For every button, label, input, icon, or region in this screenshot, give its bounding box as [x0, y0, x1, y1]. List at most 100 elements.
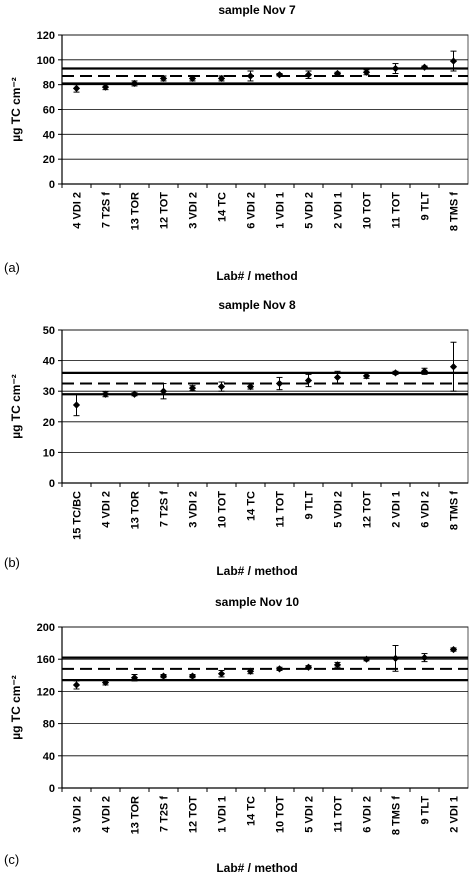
data-point — [391, 654, 400, 662]
x-tick-label: 9 TLT — [420, 796, 432, 825]
data-point — [130, 674, 139, 682]
data-point — [217, 74, 226, 83]
y-axis-label: µg TC cm⁻² — [9, 675, 23, 740]
x-tick-label: 6 VDI 2 — [246, 192, 258, 229]
x-tick-label: 3 VDI 2 — [188, 491, 200, 528]
x-axis-label: Lab# / method — [216, 564, 297, 578]
plot-area — [61, 626, 469, 789]
y-tick-label: 120 — [37, 686, 55, 698]
data-point — [246, 72, 255, 80]
x-tick-label: 10 TOT — [362, 192, 374, 229]
x-tick-label: 11 TOT — [391, 192, 403, 229]
x-tick-label: 10 TOT — [275, 796, 287, 833]
data-point — [391, 64, 400, 73]
y-tick-label: 160 — [37, 654, 55, 666]
chart-title: sample Nov 10 — [215, 595, 299, 609]
y-tick-label: 0 — [49, 783, 55, 795]
y-tick-label: 0 — [49, 478, 55, 490]
data-point — [420, 653, 429, 662]
plot-area — [61, 329, 469, 484]
x-tick-label: 2 VDI 1 — [391, 491, 403, 528]
x-tick-label: 8 TMS f — [391, 796, 403, 835]
data-point — [449, 645, 458, 654]
data-point — [72, 401, 81, 409]
x-tick-label: 7 T2S f — [101, 192, 113, 228]
data-point — [188, 672, 197, 680]
x-axis-label: Lab# / method — [216, 861, 297, 875]
data-point — [333, 69, 342, 78]
y-tick-label: 120 — [37, 30, 55, 42]
data-point — [304, 376, 313, 385]
data-point — [275, 71, 284, 79]
data-point — [72, 681, 81, 689]
y-tick-label: 80 — [43, 80, 55, 92]
chart-panel-2: sample Nov 8 0 10 20 30 40 50 15 TC/BC 4 VDI 2 13… — [4, 298, 469, 578]
data-point — [217, 670, 226, 678]
data-point — [130, 390, 139, 398]
y-tick-label: 20 — [43, 417, 55, 429]
x-tick-label: 1 VDI 1 — [217, 796, 229, 833]
data-point — [159, 74, 168, 83]
y-tick-label: 200 — [37, 622, 55, 634]
data-point — [246, 383, 255, 391]
data-point — [159, 387, 168, 395]
chart-title: sample Nov 7 — [218, 3, 296, 17]
data-point — [101, 678, 110, 687]
y-tick-label: 40 — [43, 751, 55, 763]
data-point — [420, 63, 429, 71]
chart-panel-3: sample Nov 10 0 40 80 120 160 200 3 VDI 2 4 VDI … — [4, 595, 469, 875]
x-tick-label: 9 TLT — [304, 491, 316, 520]
x-tick-label: 11 TOT — [333, 796, 345, 833]
y-tick-label: 40 — [43, 129, 55, 141]
x-tick-label: 14 TC — [217, 192, 229, 222]
x-tick-label: 12 TOT — [362, 491, 374, 528]
x-tick-label: 11 TOT — [275, 491, 287, 528]
x-tick-label: 13 TOR — [130, 192, 142, 230]
x-tick-label: 7 T2S f — [159, 491, 171, 527]
y-tick-label: 50 — [43, 325, 55, 337]
y-tick-label: 10 — [43, 447, 55, 459]
x-tick-label: 13 TOR — [130, 796, 142, 834]
data-point — [101, 390, 110, 398]
x-tick-label: 12 TOT — [188, 796, 200, 833]
data-point — [304, 71, 313, 79]
chart-title: sample Nov 8 — [218, 298, 296, 312]
x-tick-label: 6 VDI 2 — [362, 796, 374, 833]
chart-panel-1: sample Nov 7 0 20 40 60 80 100 120 4 VDI 2 7 T2S … — [4, 3, 469, 283]
y-tick-label: 100 — [37, 55, 55, 67]
data-point — [188, 74, 197, 83]
x-tick-label: 13 TOR — [130, 491, 142, 529]
x-tick-label: 3 VDI 2 — [72, 796, 84, 833]
x-tick-label: 4 VDI 2 — [72, 192, 84, 229]
y-axis-label: µg TC cm⁻² — [9, 374, 23, 439]
x-tick-label: 15 TC/BC — [72, 491, 84, 540]
x-tick-label: 5 VDI 2 — [333, 491, 345, 528]
x-tick-label: 12 TOT — [159, 192, 171, 229]
y-tick-label: 30 — [43, 386, 55, 398]
y-tick-label: 20 — [43, 154, 55, 166]
data-point — [449, 57, 458, 65]
data-point — [159, 672, 168, 680]
x-tick-label: 10 TOT — [217, 491, 229, 528]
x-tick-label: 6 VDI 2 — [420, 491, 432, 528]
y-tick-label: 0 — [49, 179, 55, 191]
data-point — [362, 372, 371, 380]
x-tick-label: 9 TLT — [420, 192, 432, 221]
x-tick-label: 1 VDI 1 — [275, 192, 287, 229]
panel-label: (a) — [4, 260, 20, 275]
data-point — [391, 369, 400, 377]
data-point — [275, 665, 284, 673]
x-tick-label: 8 TMS f — [449, 192, 461, 231]
data-point — [304, 663, 313, 671]
data-point — [420, 367, 429, 375]
x-tick-label: 4 VDI 2 — [101, 796, 113, 833]
x-tick-label: 7 T2S f — [159, 796, 171, 832]
y-tick-label: 40 — [43, 356, 55, 368]
data-point — [188, 384, 197, 392]
panel-label: (b) — [4, 555, 20, 570]
x-axis-label: Lab# / method — [216, 269, 297, 283]
data-point — [449, 363, 458, 371]
x-tick-label: 4 VDI 2 — [101, 491, 113, 528]
